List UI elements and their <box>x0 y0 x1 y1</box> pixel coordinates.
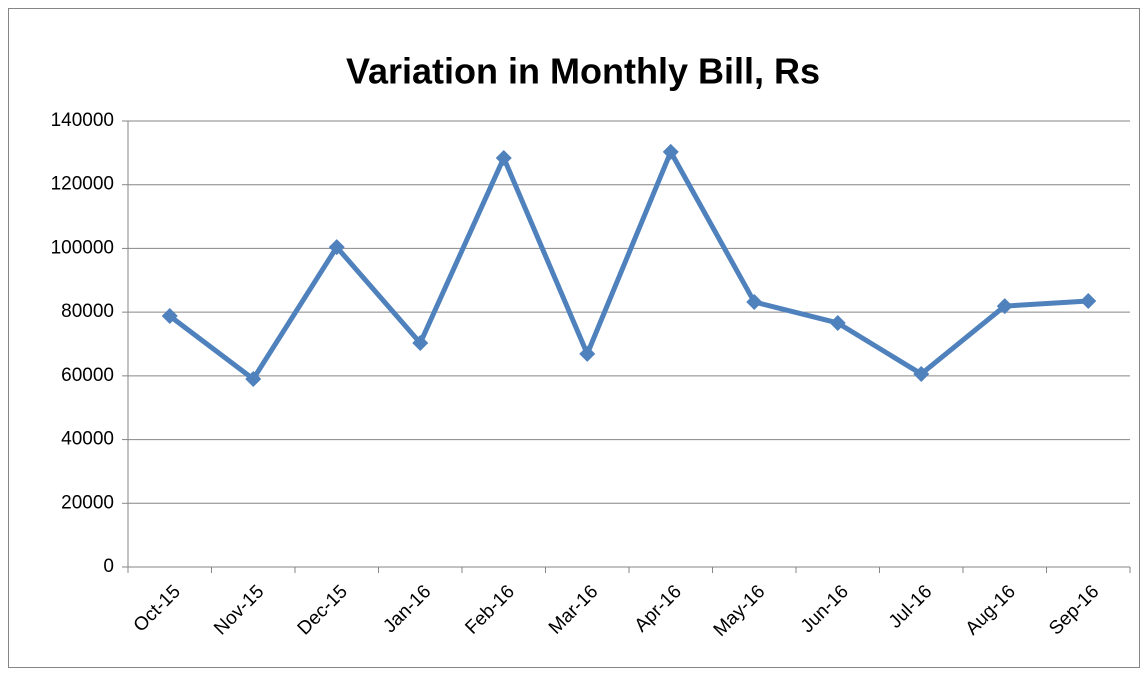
y-tick-label: 20000 <box>61 492 114 513</box>
marker <box>579 345 596 362</box>
chart-title: Variation in Monthly Bill, Rs <box>346 51 820 92</box>
y-tick-label: 140000 <box>51 110 114 131</box>
y-tick-label: 80000 <box>61 301 114 322</box>
y-tick-label: 0 <box>103 556 114 577</box>
marker <box>495 149 512 166</box>
marker <box>412 335 429 352</box>
y-tick-label: 60000 <box>61 365 114 386</box>
marker <box>913 365 930 382</box>
marker <box>161 307 178 324</box>
marker <box>829 314 846 331</box>
marker <box>996 298 1013 315</box>
marker <box>328 239 345 256</box>
y-tick-label: 100000 <box>51 237 114 258</box>
marker <box>746 293 763 310</box>
y-tick-label: 40000 <box>61 429 114 450</box>
line <box>168 149 1089 382</box>
marker <box>245 371 262 388</box>
marker <box>1080 292 1097 309</box>
marker <box>662 143 679 160</box>
chart-border <box>8 8 1140 668</box>
y-tick-label: 120000 <box>51 174 114 195</box>
